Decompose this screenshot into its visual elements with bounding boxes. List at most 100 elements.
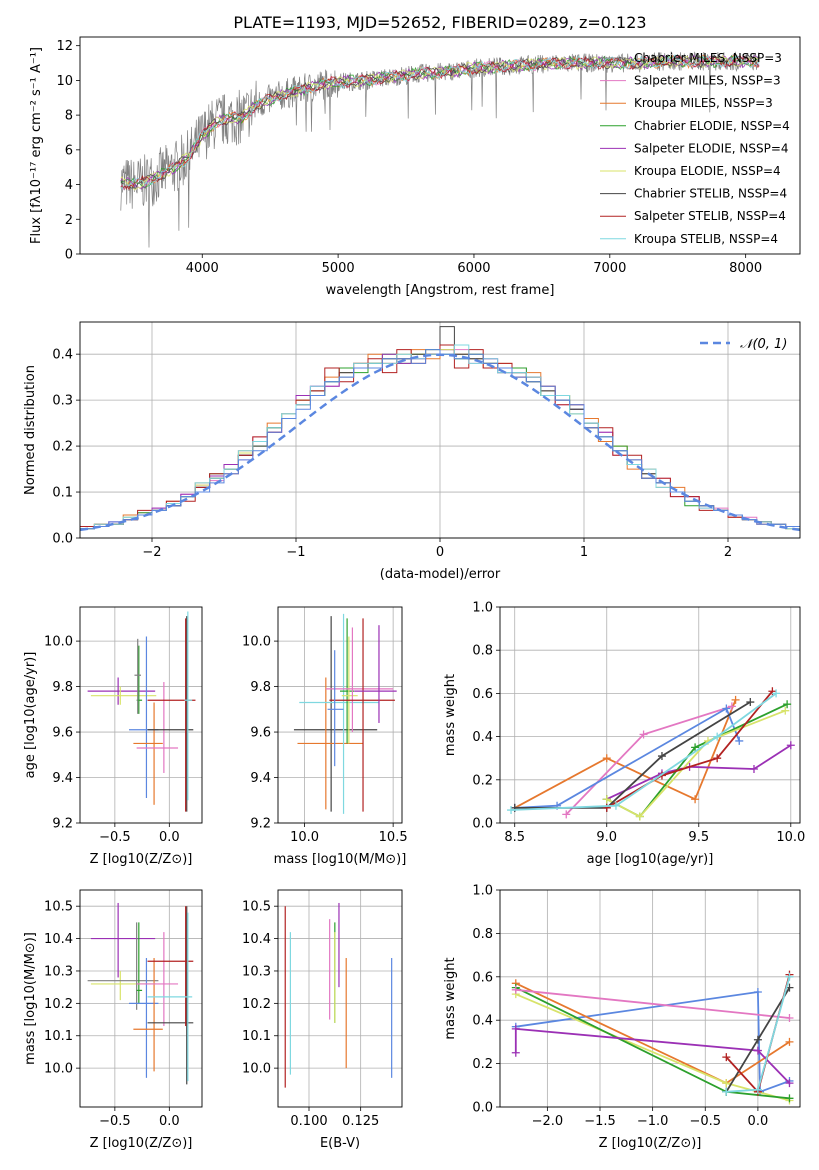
x-tick-label: 10.5 — [379, 830, 408, 845]
x-axis-label: mass [log10(M/M⊙)] — [274, 852, 407, 867]
y-tick-label: 10.2 — [44, 997, 73, 1012]
plus-marker — [722, 1087, 731, 1096]
y-tick-label: 0.4 — [52, 348, 73, 363]
plus-marker — [772, 689, 781, 698]
errorbar-point — [90, 902, 156, 978]
y-tick-label: 10.0 — [242, 635, 271, 650]
plot-area — [511, 970, 794, 1105]
legend-label: Kroupa STELIB, NSSP=4 — [634, 232, 778, 246]
y-tick-label: 9.8 — [250, 680, 271, 695]
plus-marker — [785, 1094, 794, 1103]
errorbar-point — [136, 682, 179, 773]
y-tick-label: 1.0 — [472, 884, 493, 899]
legend-label: 𝒩(0, 1) — [740, 337, 787, 352]
y-tick-label: 0.1 — [52, 486, 73, 501]
x-tick-label: 0.0 — [748, 1114, 769, 1129]
plot-area — [87, 611, 196, 812]
y-tick-label: 0.2 — [52, 440, 73, 455]
weight-line — [515, 990, 790, 1094]
legend-label: Chabrier MILES, NSSP=3 — [634, 51, 782, 65]
plus-marker — [785, 1014, 794, 1023]
legend-label: Chabrier ELODIE, NSSP=4 — [634, 119, 790, 133]
y-tick-label: 0.6 — [472, 970, 493, 985]
plot-area — [284, 902, 393, 1088]
y-tick-label: 0.8 — [472, 644, 493, 659]
plus-marker — [753, 1085, 762, 1094]
errorbar-point — [299, 613, 379, 814]
plus-marker — [602, 754, 611, 763]
axes-frame — [79, 889, 203, 1108]
panel-age_vs_mass: 10.0 10.5 9.2 9.4 9.6 9.8 10.0 mass [log10(M/M⊙… — [242, 606, 408, 867]
errorbar-point — [329, 618, 395, 812]
errorbar-point — [90, 686, 157, 705]
plus-marker — [781, 706, 790, 715]
errorbar-point — [341, 636, 358, 744]
y-tick-label: 9.4 — [52, 771, 73, 786]
axes-frame — [277, 606, 403, 824]
plus-marker — [722, 704, 731, 713]
plus-marker — [786, 741, 795, 750]
y-tick-label: 10.5 — [44, 900, 73, 915]
y-tick-label: 9.6 — [250, 726, 271, 741]
plus-marker — [639, 730, 648, 739]
y-tick-label: 10.4 — [242, 932, 271, 947]
weight-line — [514, 1027, 791, 1084]
y-axis-label: mass [log10(M/M⊙)] — [23, 932, 38, 1065]
x-tick-label: −1.5 — [584, 1114, 616, 1129]
x-axis-label: wavelength [Angstrom, rest frame] — [326, 283, 555, 298]
panel-mass_vs_Z: −0.5 0.0 10.0 10.1 10.2 10.3 10.4 10.5 Z [log10(… — [23, 889, 203, 1151]
plus-marker — [722, 1053, 731, 1062]
y-tick-label: 0.8 — [472, 927, 493, 942]
y-axis-label: mass weight — [443, 957, 458, 1039]
plus-marker — [691, 795, 700, 804]
errorbar-point — [327, 650, 344, 767]
weight-line — [510, 692, 777, 811]
plus-marker — [511, 1024, 520, 1033]
weight-line — [606, 709, 786, 818]
x-tick-label: −2.0 — [532, 1114, 564, 1129]
y-tick-label: 0.6 — [472, 687, 493, 702]
x-tick-label: 5000 — [322, 261, 355, 276]
x-tick-label: 0.125 — [342, 1114, 379, 1129]
y-tick-label: 9.8 — [52, 680, 73, 695]
x-tick-label: 10.0 — [290, 830, 319, 845]
x-axis-label: Z [log10(Z/Z⊙)] — [90, 1136, 193, 1151]
y-tick-label: 0.0 — [472, 817, 493, 832]
errorbar-point — [87, 677, 156, 705]
plus-marker — [785, 1037, 794, 1046]
y-tick-label: 10.1 — [44, 1029, 73, 1044]
normal-curve — [80, 353, 800, 532]
axes-frame — [79, 321, 801, 539]
y-tick-label: 0.4 — [472, 730, 493, 745]
plus-marker — [657, 752, 666, 761]
plus-marker — [753, 1035, 762, 1044]
panels: 4000 5000 6000 7000 8000024681012wavelength … — [23, 36, 805, 1151]
y-tick-label: 10.1 — [242, 1029, 271, 1044]
errorbar-point — [147, 912, 193, 1082]
axes-frame — [79, 606, 203, 824]
plus-marker — [753, 987, 762, 996]
panel-chart-0: 4000 5000 6000 7000 8000 0 2 4 6 8 10 12 wavelength … — [29, 36, 801, 298]
plus-marker — [785, 972, 794, 981]
model-line — [120, 54, 760, 189]
panel-mass_vs_EBV: 0.100 0.125 10.0 10.1 10.2 10.3 10.4 10.5 E(B-V) — [242, 889, 403, 1151]
x-tick-label: 2 — [724, 545, 732, 560]
y-tick-label: 0.0 — [472, 1101, 493, 1116]
y-axis-label: Flux [fλ10⁻¹⁷ erg cm⁻² s⁻¹ A⁻¹] — [29, 47, 44, 244]
x-axis-label: E(B-V) — [320, 1136, 360, 1151]
x-tick-label: −1 — [286, 545, 305, 560]
plus-marker — [611, 801, 620, 810]
panel-chart-1: −2 −1 0 1 2 0.0 0.1 0.2 0.3 0.4 (data-model)/error… — [23, 321, 801, 582]
errorbar-point — [134, 638, 141, 714]
y-tick-label: 10.4 — [44, 932, 73, 947]
plus-marker — [749, 765, 758, 773]
y-tick-label: 6 — [65, 143, 73, 158]
plus-marker — [713, 754, 722, 763]
legend-label: Chabrier STELIB, NSSP=4 — [634, 187, 787, 201]
y-axis-label: age [log10(age/yr)] — [23, 652, 38, 779]
axes-frame — [277, 889, 403, 1108]
x-tick-label: 1 — [580, 545, 588, 560]
legend-label: Salpeter ELODIE, NSSP=4 — [634, 141, 789, 155]
x-tick-label: 4000 — [186, 261, 219, 276]
